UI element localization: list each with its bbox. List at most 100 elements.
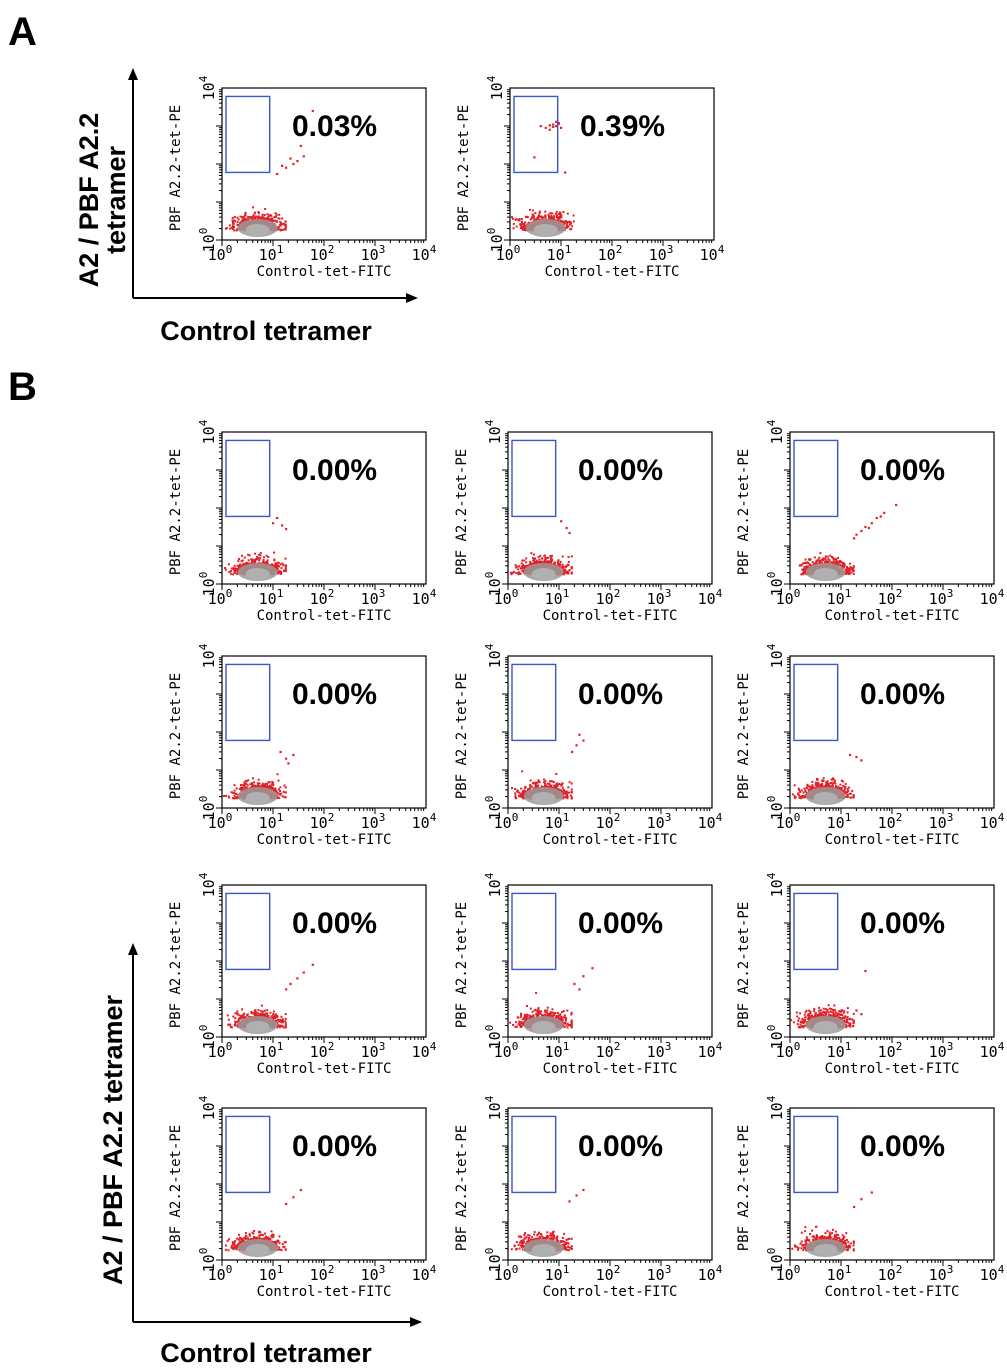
event-dot — [560, 219, 563, 222]
event-dot — [233, 215, 236, 218]
event-dot — [284, 557, 287, 560]
event-dot — [547, 560, 550, 563]
outlier-dot — [560, 520, 563, 523]
y-tick-label-wrap: 100 — [483, 572, 504, 597]
event-dot — [523, 565, 526, 568]
gate-rectangle — [513, 95, 559, 174]
event-dot — [278, 569, 281, 572]
event-cloud — [798, 552, 855, 581]
outlier-dot — [285, 166, 288, 169]
outlier-dot — [895, 503, 898, 507]
event-dot — [565, 565, 568, 568]
event-dot — [540, 216, 543, 219]
event-dot — [852, 567, 855, 570]
event-cloud — [510, 208, 575, 237]
event-dot — [260, 217, 263, 220]
outlier-dot — [296, 159, 299, 163]
outlier-dot — [560, 126, 563, 129]
event-dot — [546, 560, 549, 563]
event-dot — [241, 559, 244, 562]
event-dot — [514, 566, 517, 569]
event-dot — [284, 565, 287, 568]
event-dot — [246, 562, 249, 565]
event-dot — [569, 220, 572, 223]
event-dot — [519, 572, 522, 575]
event-dot — [514, 564, 517, 567]
event-dot — [522, 566, 525, 569]
flow-plot-7: 0.00%100 101 102 103 104Control-tet-FITC1001… — [454, 643, 723, 848]
event-dot — [846, 572, 849, 575]
event-dot — [566, 222, 569, 225]
event-dot — [279, 789, 282, 792]
outlier-dot — [875, 516, 878, 520]
event-dot — [518, 219, 521, 222]
x-tick-label: 101 — [259, 587, 284, 608]
gate-rectangle — [225, 439, 271, 518]
outlier-dot — [565, 526, 568, 530]
x-tick-label: 101 — [827, 587, 852, 608]
event-dot — [515, 225, 518, 228]
event-dot — [570, 572, 573, 575]
event-dot — [562, 210, 565, 213]
event-dot — [529, 562, 532, 565]
event-dot — [257, 211, 260, 214]
event-core-center — [245, 224, 270, 236]
event-dot — [251, 217, 254, 220]
y-tick-labels: 100 104 — [197, 419, 218, 596]
event-dot — [255, 558, 258, 561]
event-dot — [803, 565, 806, 568]
event-dot — [557, 560, 560, 563]
x-tick-label: 104 — [980, 587, 1005, 608]
event-dot — [227, 563, 230, 566]
event-dot — [848, 571, 851, 574]
event-dot — [253, 785, 256, 788]
event-dot — [523, 559, 526, 562]
event-dot — [819, 560, 822, 563]
x-tick-labels: 100 101 102 103 104 — [208, 811, 437, 832]
event-dot — [253, 781, 256, 784]
outlier-dot — [285, 757, 288, 760]
event-dot — [824, 561, 827, 564]
event-core-center — [531, 568, 556, 580]
x-tick-label: 101 — [547, 243, 572, 264]
y-tick-label: 100 — [197, 228, 218, 253]
event-dot — [281, 228, 284, 231]
event-dot — [838, 561, 841, 564]
event-dot — [244, 563, 247, 566]
x-tick-label: 102 — [310, 587, 335, 608]
event-dot — [271, 563, 274, 566]
axis-ticks — [784, 433, 993, 590]
x-tick-labels: 100 101 102 103 104 — [208, 243, 437, 264]
event-dot — [232, 225, 235, 228]
gate-percentage: 0.00% — [860, 454, 945, 487]
event-dot — [269, 785, 272, 788]
event-dot — [516, 568, 519, 571]
event-dot — [510, 573, 513, 576]
event-dot — [269, 564, 272, 567]
event-dot — [806, 561, 809, 564]
x-axis-title: Control-tet-FITC — [545, 264, 680, 280]
event-dot — [521, 564, 524, 567]
event-dot — [558, 217, 561, 220]
x-tick-label: 104 — [412, 243, 437, 264]
event-dot — [241, 216, 244, 219]
outlier-dot — [279, 750, 282, 754]
event-dot — [851, 570, 854, 573]
event-dot — [278, 217, 281, 220]
event-dot — [547, 214, 550, 217]
event-dot — [551, 780, 554, 783]
event-dot — [555, 210, 558, 213]
event-dot — [277, 571, 280, 574]
outlier-dot — [289, 157, 292, 160]
event-dot — [544, 556, 547, 559]
event-dot — [561, 555, 564, 558]
event-dot — [817, 558, 820, 561]
x-tick-label: 104 — [700, 243, 725, 264]
y-axis-title: PBF A2.2-tet-PE — [168, 105, 184, 231]
panel-a-x-axis-label: Control tetramer — [160, 316, 372, 346]
event-dot — [565, 224, 568, 227]
gate-rectangle — [225, 95, 271, 174]
event-dot — [539, 554, 542, 557]
event-dot — [531, 209, 534, 212]
event-dot — [557, 559, 560, 562]
